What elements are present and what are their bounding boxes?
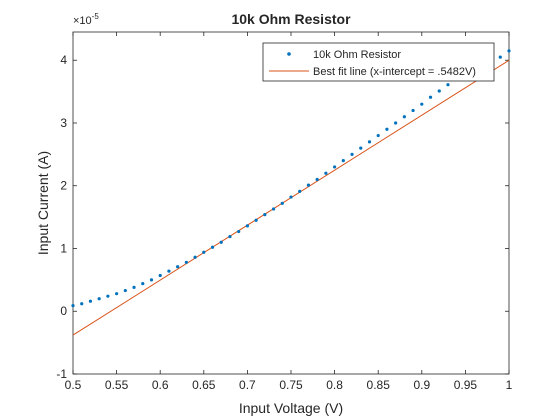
- data-point: [132, 285, 136, 290]
- x-tick-label: 1: [506, 378, 513, 392]
- y-exponent-power: -5: [92, 12, 100, 21]
- data-point: [306, 183, 311, 187]
- data-point: [315, 177, 319, 182]
- x-tick-label: 0.5: [65, 378, 82, 392]
- data-point: [202, 250, 206, 254]
- data-point: [350, 152, 354, 156]
- x-tick-label: 0.6: [152, 378, 169, 392]
- y-tick-label: 2: [60, 179, 67, 193]
- data-point: [333, 165, 337, 169]
- x-tick-label: 0.75: [279, 378, 303, 392]
- y-tick-label: 1: [60, 241, 67, 255]
- data-point: [167, 269, 171, 273]
- y-axis-label: Input Current (A): [35, 151, 51, 255]
- data-point: [367, 140, 372, 144]
- data-point: [210, 245, 215, 249]
- chart-title: 10k Ohm Resistor: [231, 11, 351, 27]
- data-point: [385, 127, 389, 131]
- data-point: [228, 234, 232, 239]
- data-point: [219, 240, 223, 244]
- data-point: [289, 195, 293, 199]
- y-exponent-label: ×10-5: [73, 12, 99, 27]
- legend-box: [262, 42, 495, 82]
- data-point: [123, 288, 127, 293]
- y-tick-label: 3: [60, 116, 67, 130]
- legend-marker-points: [287, 52, 291, 56]
- y-exponent-base: ×10: [73, 15, 92, 27]
- x-tick-label: 0.95: [454, 378, 478, 392]
- data-point: [88, 299, 93, 303]
- data-point: [394, 121, 398, 125]
- x-tick-label: 0.85: [367, 378, 391, 392]
- y-axis: -1 0 1 2 3 4: [56, 53, 509, 381]
- data-point: [498, 55, 502, 59]
- data-point: [80, 302, 84, 306]
- x-tick-label: 0.7: [239, 378, 256, 392]
- data-point: [402, 115, 406, 119]
- data-point: [193, 255, 197, 259]
- data-point: [97, 297, 101, 301]
- legend: 10k Ohm Resistor Best fit line (x-interc…: [262, 42, 495, 82]
- data-point: [428, 95, 433, 99]
- data-point: [141, 282, 145, 286]
- data-point: [71, 304, 75, 308]
- data-point: [254, 218, 258, 222]
- data-point: [158, 273, 162, 278]
- data-point: [245, 224, 249, 228]
- data-point: [263, 213, 267, 217]
- data-point: [446, 83, 450, 87]
- data-point: [411, 108, 415, 113]
- y-tick-label: 4: [60, 53, 67, 67]
- data-point: [341, 159, 345, 163]
- data-point: [237, 229, 241, 234]
- y-tick-label: 0: [60, 304, 67, 318]
- data-point: [184, 260, 188, 264]
- x-axis-label: Input Voltage (V): [239, 400, 343, 416]
- data-point: [376, 133, 380, 138]
- x-tick-label: 0.8: [326, 378, 343, 392]
- data-point: [324, 171, 328, 175]
- x-tick-label: 0.65: [192, 378, 216, 392]
- x-tick-label: 0.55: [105, 378, 129, 392]
- data-point: [149, 278, 154, 282]
- data-point: [507, 49, 511, 53]
- data-point: [420, 102, 424, 106]
- data-point: [298, 189, 302, 193]
- data-point: [271, 207, 276, 211]
- plot-area: [72, 31, 510, 375]
- data-point: [106, 294, 110, 298]
- data-point: [115, 292, 119, 296]
- data-point: [359, 146, 363, 150]
- legend-label-points: 10k Ohm Resistor: [313, 49, 401, 61]
- data-point: [176, 265, 180, 269]
- x-tick-label: 0.9: [413, 378, 430, 392]
- x-axis: 0.5 0.55 0.6 0.65 0.7 0.75 0.8 0.85 0.9 0.95 1: [65, 32, 513, 392]
- data-point: [280, 201, 284, 205]
- y-tick-label: -1: [56, 367, 67, 381]
- data-point: [437, 89, 441, 93]
- legend-label-fit: Best fit line (x-intercept = .5482V): [313, 66, 476, 78]
